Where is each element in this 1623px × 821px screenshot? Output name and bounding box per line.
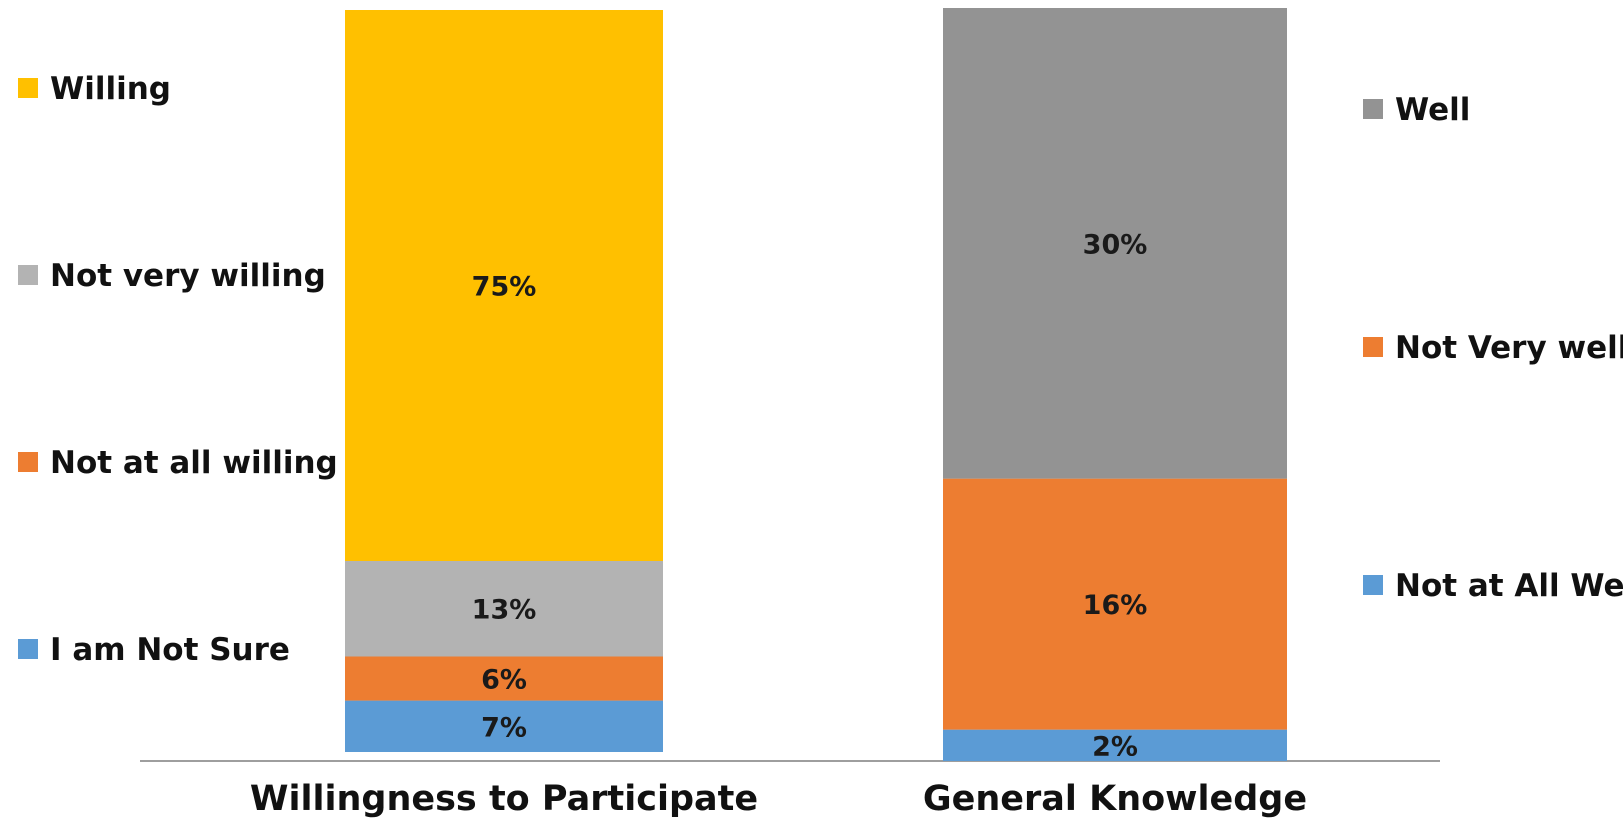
legend-label-not-very-willing: Not very willing: [50, 258, 326, 294]
legend-swatch-i-am-not-sure: [18, 639, 38, 659]
bar-segment-not-very-well: [943, 478, 1287, 730]
bar-segment-not-very-willing: [345, 560, 663, 657]
legend-label-willing: Willing: [50, 71, 171, 107]
bar-segment-willing: [345, 10, 663, 561]
bar-segment-i-am-not-sure: [345, 700, 663, 752]
bar-segment-not-at-all-willing: [345, 656, 663, 701]
legend-label-well: Well: [1395, 92, 1470, 128]
bar-segment-well: [943, 8, 1287, 479]
data-label-well: 30%: [1083, 229, 1148, 260]
legend-swatch-not-very-well: [1363, 337, 1383, 357]
legend-label-i-am-not-sure: I am Not Sure: [50, 632, 290, 668]
data-label-not-very-well: 16%: [1083, 590, 1148, 621]
legend-swatch-well: [1363, 99, 1383, 119]
data-label-not-at-all-well: 2%: [1092, 731, 1138, 762]
data-label-not-at-all-willing: 6%: [481, 665, 527, 696]
legend-label-not-very-well: Not Very well: [1395, 330, 1623, 366]
data-label-i-am-not-sure: 7%: [481, 712, 527, 743]
legend-swatch-not-at-all-well: [1363, 575, 1383, 595]
bar-segment-not-at-all-well: [943, 729, 1287, 761]
legend-label-not-at-all-well: Not at All Well: [1395, 568, 1623, 604]
legend-swatch-willing: [18, 78, 38, 98]
data-label-not-very-willing: 13%: [472, 595, 537, 626]
legend-swatch-not-very-willing: [18, 265, 38, 285]
legend-swatch-not-at-all-willing: [18, 452, 38, 472]
data-label-willing: 75%: [472, 271, 537, 302]
legend-label-not-at-all-willing: Not at all willing: [50, 445, 338, 481]
category-label-general-knowledge: General Knowledge: [923, 779, 1307, 819]
category-label-willingness-to-participate: Willingness to Participate: [250, 779, 758, 819]
